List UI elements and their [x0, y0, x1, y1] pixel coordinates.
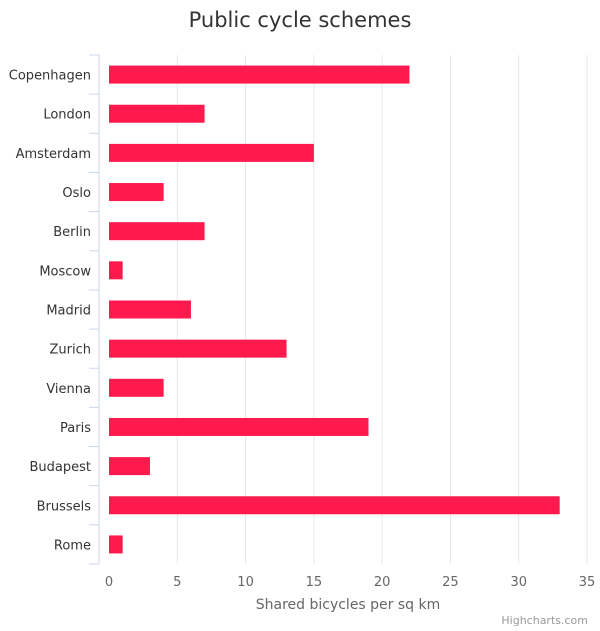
category-label: Moscow — [39, 264, 91, 279]
bar[interactable] — [109, 104, 205, 123]
bar[interactable] — [109, 222, 205, 241]
category-label: Oslo — [62, 186, 91, 201]
x-tick-label: 25 — [442, 575, 459, 590]
category-label: Vienna — [46, 382, 91, 397]
x-tick-label: 35 — [579, 575, 596, 590]
category-label: Paris — [60, 421, 91, 436]
x-tick-label: 10 — [237, 575, 254, 590]
bar[interactable] — [109, 496, 560, 515]
category-label: Copenhagen — [9, 69, 91, 84]
bar[interactable] — [109, 457, 150, 476]
bar[interactable] — [109, 378, 164, 397]
category-label: Amsterdam — [16, 147, 91, 162]
category-label: London — [43, 108, 91, 123]
bar[interactable] — [109, 417, 369, 436]
bar[interactable] — [109, 183, 164, 202]
bar[interactable] — [109, 300, 191, 319]
x-tick-label: 15 — [306, 575, 323, 590]
chart-title: Public cycle schemes — [189, 8, 412, 32]
grid-lines — [176, 55, 588, 564]
category-label: Berlin — [53, 225, 91, 240]
category-label: Rome — [54, 538, 91, 553]
category-label: Madrid — [46, 304, 91, 319]
bar[interactable] — [109, 143, 314, 162]
x-tick-label: 20 — [374, 575, 391, 590]
x-tick-label: 5 — [173, 575, 181, 590]
bar[interactable] — [109, 261, 123, 280]
credits-link[interactable]: Highcharts.com — [501, 614, 588, 627]
category-label: Zurich — [50, 343, 92, 358]
category-label: Budapest — [30, 460, 92, 475]
bar[interactable] — [109, 339, 287, 358]
bar[interactable] — [109, 535, 123, 554]
axes: 0 5 10 15 20 25 30 35 Copenhagen London Amsterdam O… — [9, 54, 596, 590]
bar[interactable] — [109, 65, 410, 84]
x-axis-title: Shared bicycles per sq km — [256, 597, 441, 613]
x-tick-label: 0 — [105, 575, 113, 590]
bars — [109, 65, 560, 554]
category-label: Brussels — [37, 499, 92, 514]
x-tick-label: 30 — [510, 575, 527, 590]
